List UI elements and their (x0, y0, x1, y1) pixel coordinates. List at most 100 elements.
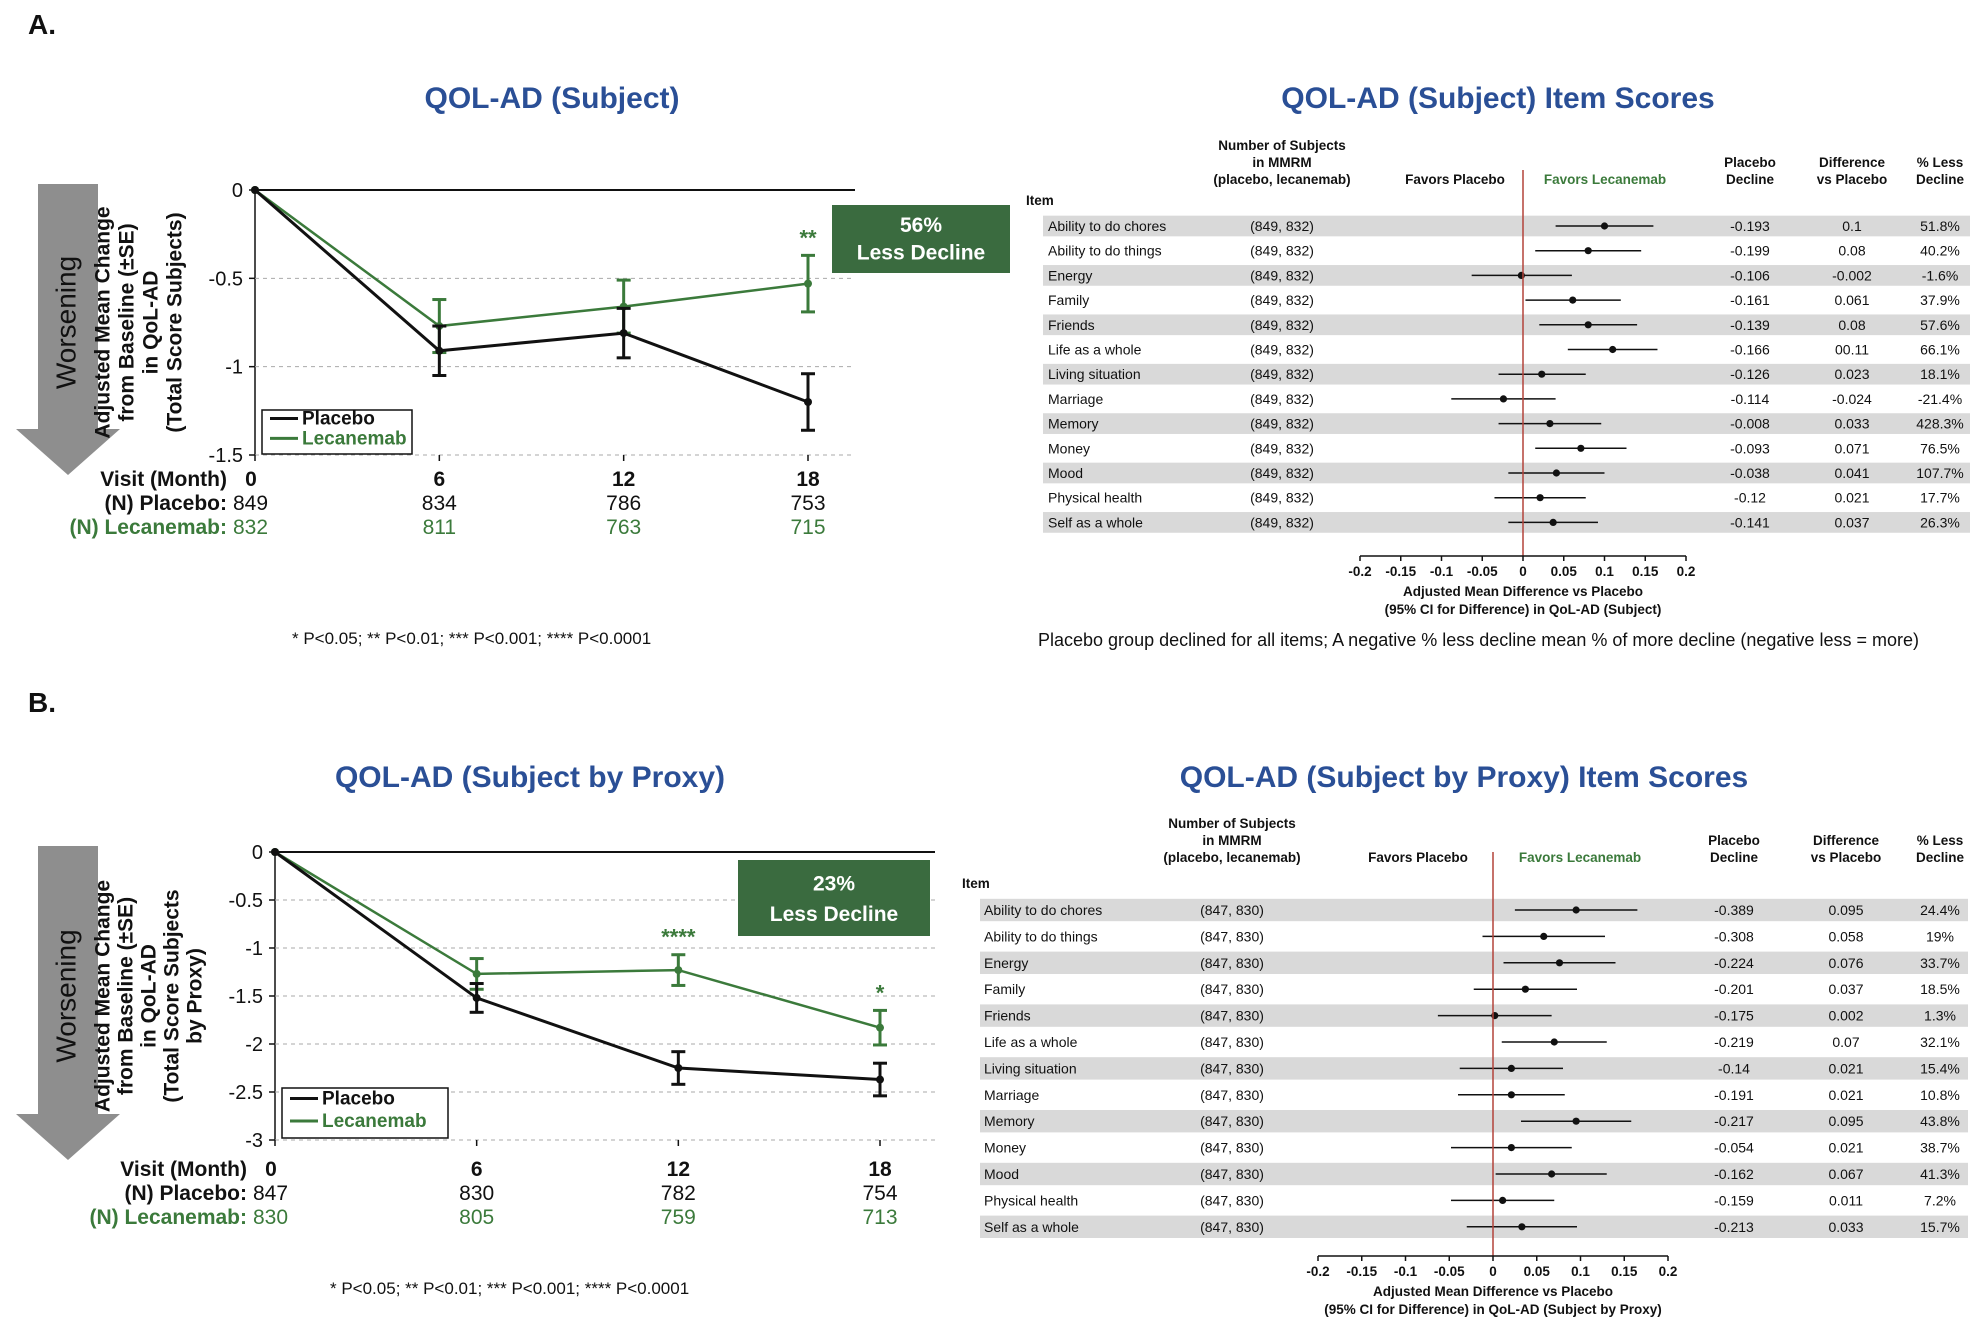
x-tick-label: 0.2 (1659, 1264, 1678, 1279)
n-subjects-value: (847, 830) (1200, 1034, 1264, 1050)
legend-label: Placebo (322, 1089, 395, 1110)
estimate-point (1577, 444, 1585, 452)
n-lecanemab-value: 805 (459, 1206, 494, 1229)
item-label: Ability to do things (1048, 243, 1162, 259)
x-axis-label: (95% CI for Difference) in QoL-AD (Subje… (1324, 1302, 1662, 1317)
n-lecanemab-value: 811 (423, 516, 456, 539)
n-placebo-label: (N) Placebo: (104, 492, 227, 515)
placebo-decline-value: -0.213 (1714, 1219, 1754, 1235)
data-point (619, 329, 628, 338)
favors-placebo-label: Favors Placebo (1405, 172, 1505, 187)
n-subjects-value: (849, 832) (1250, 490, 1314, 506)
pct-less-decline-value: 18.1% (1920, 366, 1960, 382)
header-placebo-decline: Decline (1710, 850, 1759, 865)
pct-less-decline-value: 37.9% (1920, 292, 1960, 308)
pct-less-decline-value: 24.4% (1920, 902, 1960, 918)
n-placebo-value: 753 (790, 492, 825, 515)
data-point (271, 848, 279, 856)
n-lecanemab-label: (N) Lecanemab: (89, 1206, 247, 1229)
n-subjects-value: (847, 830) (1200, 902, 1264, 918)
x-tick-label: 0.15 (1611, 1264, 1638, 1279)
n-subjects-value: (847, 830) (1200, 1113, 1264, 1129)
n-subjects-value: (849, 832) (1250, 243, 1314, 259)
difference-value: 0.021 (1828, 1060, 1863, 1076)
item-label: Living situation (984, 1060, 1077, 1076)
row-shade (980, 1110, 1968, 1133)
placebo-decline-value: -0.093 (1730, 440, 1770, 456)
less-decline-callout (738, 860, 930, 936)
item-label: Life as a whole (984, 1034, 1078, 1050)
estimate-point (1517, 271, 1525, 279)
x-axis-label: Adjusted Mean Difference vs Placebo (1403, 584, 1643, 599)
significance-marker: ** (799, 225, 817, 250)
chart-title: QOL-AD (Subject) Item Scores (1281, 82, 1714, 115)
n-subjects-value: (847, 830) (1200, 928, 1264, 944)
estimate-point (1584, 321, 1592, 329)
y-axis-label: from Baseline (±SE) (115, 897, 138, 1095)
item-label: Mood (984, 1166, 1019, 1182)
pct-less-decline-value: 66.1% (1920, 342, 1960, 358)
item-label: Ability to do chores (1048, 218, 1166, 234)
y-axis-label: from Baseline (±SE) (116, 223, 139, 421)
worsening-arrow (16, 846, 120, 1160)
n-subjects-value: (847, 830) (1200, 1166, 1264, 1182)
x-tick-label: 0 (265, 1158, 277, 1181)
item-label: Life as a whole (1048, 342, 1142, 358)
n-lecanemab-value: 715 (790, 516, 825, 539)
item-label: Friends (984, 1008, 1031, 1024)
n-subjects-value: (849, 832) (1250, 440, 1314, 456)
placebo-decline-value: -0.162 (1714, 1166, 1754, 1182)
difference-value: 0.1 (1842, 218, 1862, 234)
row-shade (980, 898, 1968, 922)
n-placebo-value: 834 (422, 492, 457, 515)
n-lecanemab-value: 713 (862, 1206, 897, 1229)
placebo-decline-value: -0.141 (1730, 514, 1770, 530)
difference-value: 00.11 (1835, 342, 1869, 358)
n-placebo-label: (N) Placebo: (124, 1182, 247, 1205)
item-label: Self as a whole (1048, 514, 1143, 530)
difference-value: 0.071 (1834, 440, 1869, 456)
x-tick-label: 0 (245, 468, 257, 491)
legend-box (281, 1087, 449, 1139)
data-point (435, 346, 444, 355)
item-label: Marriage (1048, 391, 1103, 407)
legend-label: Lecanemab (322, 1111, 427, 1132)
estimate-point (1555, 959, 1564, 967)
header-n-subjects: in MMRM (1202, 833, 1261, 848)
n-placebo-value: 786 (606, 492, 641, 515)
n-subjects-value: (849, 832) (1250, 317, 1314, 333)
n-placebo-value: 849 (233, 492, 268, 515)
estimate-point (1507, 1144, 1515, 1152)
header-n-subjects: in MMRM (1252, 155, 1311, 170)
estimate-point (1538, 370, 1546, 378)
x-tick-label: -0.2 (1348, 564, 1371, 579)
difference-value: 0.002 (1828, 1008, 1863, 1024)
placebo-decline-value: -0.12 (1734, 490, 1766, 506)
placebo-decline-value: -0.038 (1730, 465, 1770, 481)
header-pct-less-decline: Decline (1916, 172, 1965, 187)
header-item: Item (1026, 193, 1054, 208)
x-tick-label: 0.2 (1677, 564, 1696, 579)
x-tick-label: 0 (1489, 1264, 1497, 1279)
series-line-lecanemab (274, 850, 881, 1029)
item-label: Memory (1048, 416, 1099, 432)
placebo-decline-value: -0.175 (1714, 1008, 1754, 1024)
n-subjects-value: (849, 832) (1250, 218, 1314, 234)
difference-value: 0.011 (1829, 1192, 1863, 1208)
placebo-decline-value: -0.219 (1714, 1034, 1754, 1050)
header-n-subjects: Number of Subjects (1168, 816, 1296, 831)
estimate-point (1507, 1091, 1515, 1099)
y-axis-label: (Total Score Subjects) (164, 212, 187, 432)
pct-less-decline-value: 41.3% (1920, 1166, 1960, 1182)
significance-marker: * (876, 980, 885, 1005)
placebo-decline-value: -0.199 (1730, 243, 1770, 259)
difference-value: 0.095 (1828, 902, 1863, 918)
difference-value: 0.076 (1828, 955, 1863, 971)
n-subjects-value: (847, 830) (1200, 1008, 1264, 1024)
y-tick-label: -0.5 (229, 890, 263, 912)
placebo-decline-value: -0.139 (1730, 317, 1770, 333)
less-decline-callout (832, 205, 1010, 273)
placebo-decline-value: -0.054 (1714, 1140, 1754, 1156)
n-subjects-value: (847, 830) (1200, 955, 1264, 971)
difference-value: 0.08 (1838, 243, 1865, 259)
